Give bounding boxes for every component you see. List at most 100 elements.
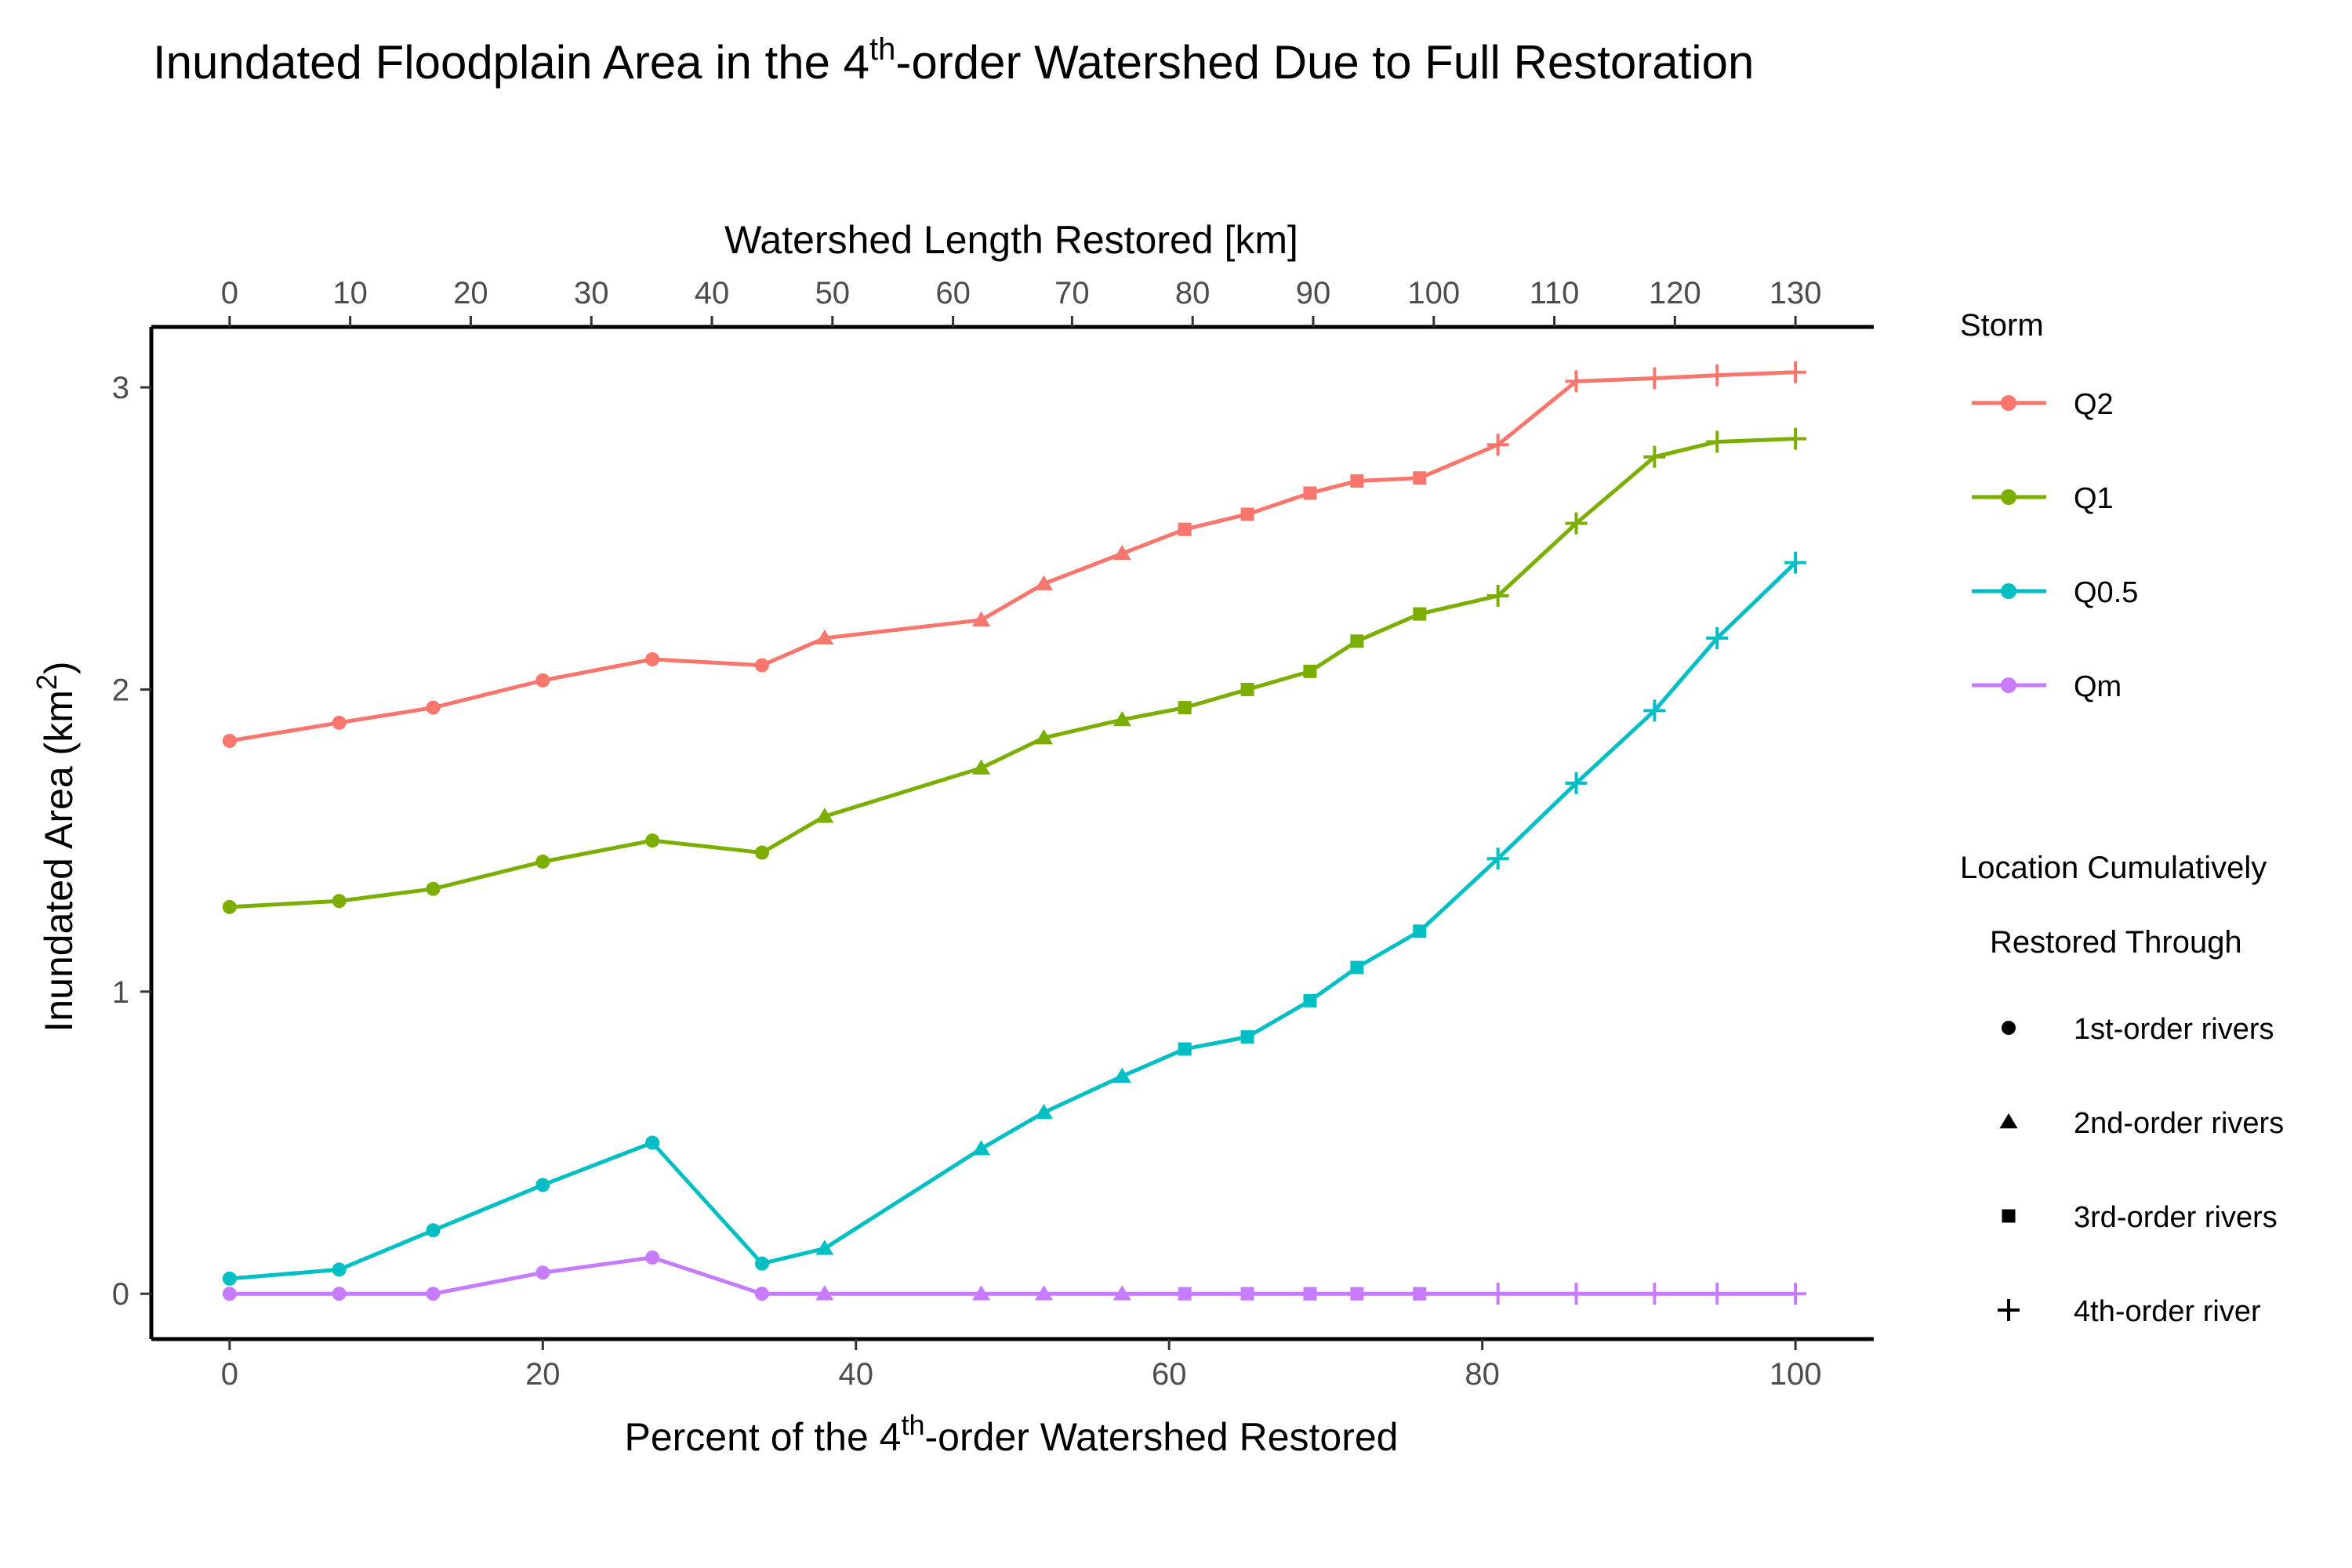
data-point-q2 [1240, 507, 1254, 521]
data-point-qm [1784, 1283, 1807, 1305]
legend-label-qm: Qm [2074, 670, 2122, 703]
data-point-q1 [1303, 664, 1317, 678]
data-point-q2 [1643, 367, 1666, 390]
legend-label-plus: 4th-order river [2074, 1295, 2261, 1328]
x-tick-label: 40 [839, 1357, 874, 1392]
data-point-qm [1240, 1287, 1254, 1301]
data-point-qm [1303, 1287, 1317, 1301]
y-tick-label: 2 [112, 673, 129, 707]
legend-location-subtitle: Restored Through [1990, 925, 2242, 960]
top-tick-label: 20 [453, 276, 488, 310]
x-tick-label: 100 [1769, 1357, 1822, 1392]
series-q0-5 [222, 551, 1807, 1286]
y-tick-label: 0 [112, 1277, 129, 1312]
legend-marker-qm [2001, 677, 2016, 693]
data-point-q0-5 [1486, 848, 1509, 870]
legend: Storm Q2 Q1 Q0.5 Qm Location Cumulatively Rest… [1960, 308, 2284, 1328]
data-point-q0-5 [332, 1262, 347, 1277]
data-point-q2 [754, 658, 769, 673]
data-point-q2 [426, 700, 441, 715]
data-point-q1 [1706, 430, 1729, 453]
data-point-q1 [535, 855, 550, 869]
data-point-q1 [426, 881, 441, 896]
data-point-q1 [1413, 607, 1427, 621]
top-tick-label: 80 [1175, 276, 1210, 310]
series-qm [222, 1250, 1807, 1305]
legend-shape-circle [2002, 1021, 2016, 1035]
top-tick-label: 60 [935, 276, 971, 310]
data-point-q2 [1565, 370, 1588, 393]
legend-marker-q1 [2001, 489, 2016, 505]
x-tick-label: 0 [221, 1357, 238, 1392]
series-q2 [222, 361, 1807, 748]
series-layer [222, 361, 1807, 1305]
y-axis-title: Inundated Area (km2) [31, 661, 81, 1032]
legend-label-q0-5: Q0.5 [2074, 576, 2138, 609]
y-tick-label: 3 [112, 371, 129, 405]
data-point-q2 [1706, 364, 1729, 387]
data-point-q2 [1303, 486, 1317, 500]
legend-label-square: 3rd-order rivers [2074, 1201, 2278, 1234]
legend-storm-title: Storm [1960, 308, 2044, 343]
data-point-q2 [332, 715, 347, 730]
top-tick-label: 10 [332, 276, 368, 310]
series-line-q0-5 [229, 561, 1797, 1281]
data-point-q0-5 [754, 1256, 769, 1271]
data-point-q0-5 [1643, 699, 1666, 722]
data-point-q2 [1413, 471, 1427, 485]
data-point-qm [1178, 1287, 1192, 1301]
data-point-q2 [815, 629, 834, 645]
top-tick-label: 30 [574, 276, 609, 310]
data-point-qm [1565, 1283, 1588, 1305]
series-line-q1 [229, 437, 1796, 909]
data-point-q1 [1178, 701, 1192, 715]
legend-label-q2: Q2 [2074, 388, 2114, 421]
data-point-q2 [1350, 474, 1364, 488]
legend-location-title: Location Cumulatively [1960, 851, 2267, 885]
data-point-q2 [645, 652, 660, 666]
data-point-qm [754, 1287, 769, 1301]
data-point-q1 [1565, 512, 1588, 535]
data-point-q1 [972, 759, 991, 775]
series-q1 [222, 427, 1807, 914]
data-point-q0-5 [1034, 1103, 1053, 1120]
data-point-qm [426, 1287, 441, 1301]
legend-shape-triangle [1999, 1113, 2018, 1129]
data-point-q0-5 [222, 1271, 237, 1286]
data-point-qm [222, 1287, 237, 1301]
data-point-q0-5 [1350, 960, 1364, 975]
legend-marker-q2 [2001, 395, 2016, 411]
data-point-qm [1486, 1283, 1509, 1305]
data-point-q0-5 [972, 1140, 991, 1156]
chart-title: Inundated Floodplain Area in the 4th-ord… [153, 32, 1754, 89]
data-point-q0-5 [1565, 771, 1588, 794]
data-point-q0-5 [1178, 1042, 1192, 1056]
data-point-qm [1112, 1285, 1131, 1301]
data-point-q1 [1350, 634, 1364, 648]
top-tick-label: 40 [695, 276, 730, 310]
legend-marker-q0-5 [2001, 583, 2016, 599]
legend-label-circle: 1st-order rivers [2074, 1013, 2274, 1046]
x-tick-label: 80 [1465, 1357, 1500, 1392]
data-point-q2 [1178, 522, 1192, 536]
series-line-q2 [229, 370, 1796, 743]
data-point-qm [332, 1287, 347, 1301]
data-point-qm [1350, 1287, 1364, 1301]
data-point-q1 [1240, 682, 1254, 696]
top-tick-label: 110 [1530, 276, 1580, 310]
top-tick-label: 100 [1407, 276, 1460, 310]
data-point-q0-5 [535, 1178, 550, 1192]
legend-shape-plus [1998, 1299, 2020, 1321]
top-tick-label: 0 [221, 276, 238, 310]
data-point-qm [1034, 1285, 1053, 1301]
data-point-qm [1643, 1283, 1666, 1305]
x-tick-label: 60 [1152, 1357, 1187, 1392]
legend-label-q1: Q1 [2074, 482, 2114, 515]
top-tick-label: 50 [815, 276, 851, 310]
data-point-q1 [815, 808, 834, 823]
data-point-q1 [754, 845, 769, 860]
data-point-q1 [1643, 445, 1666, 468]
y-tick-label: 1 [112, 975, 129, 1010]
data-point-q0-5 [426, 1223, 441, 1238]
data-point-q1 [222, 899, 237, 914]
